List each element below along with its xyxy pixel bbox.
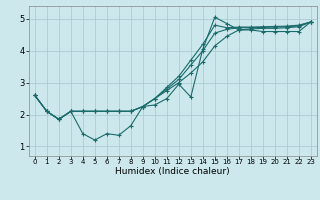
X-axis label: Humidex (Indice chaleur): Humidex (Indice chaleur) <box>116 167 230 176</box>
